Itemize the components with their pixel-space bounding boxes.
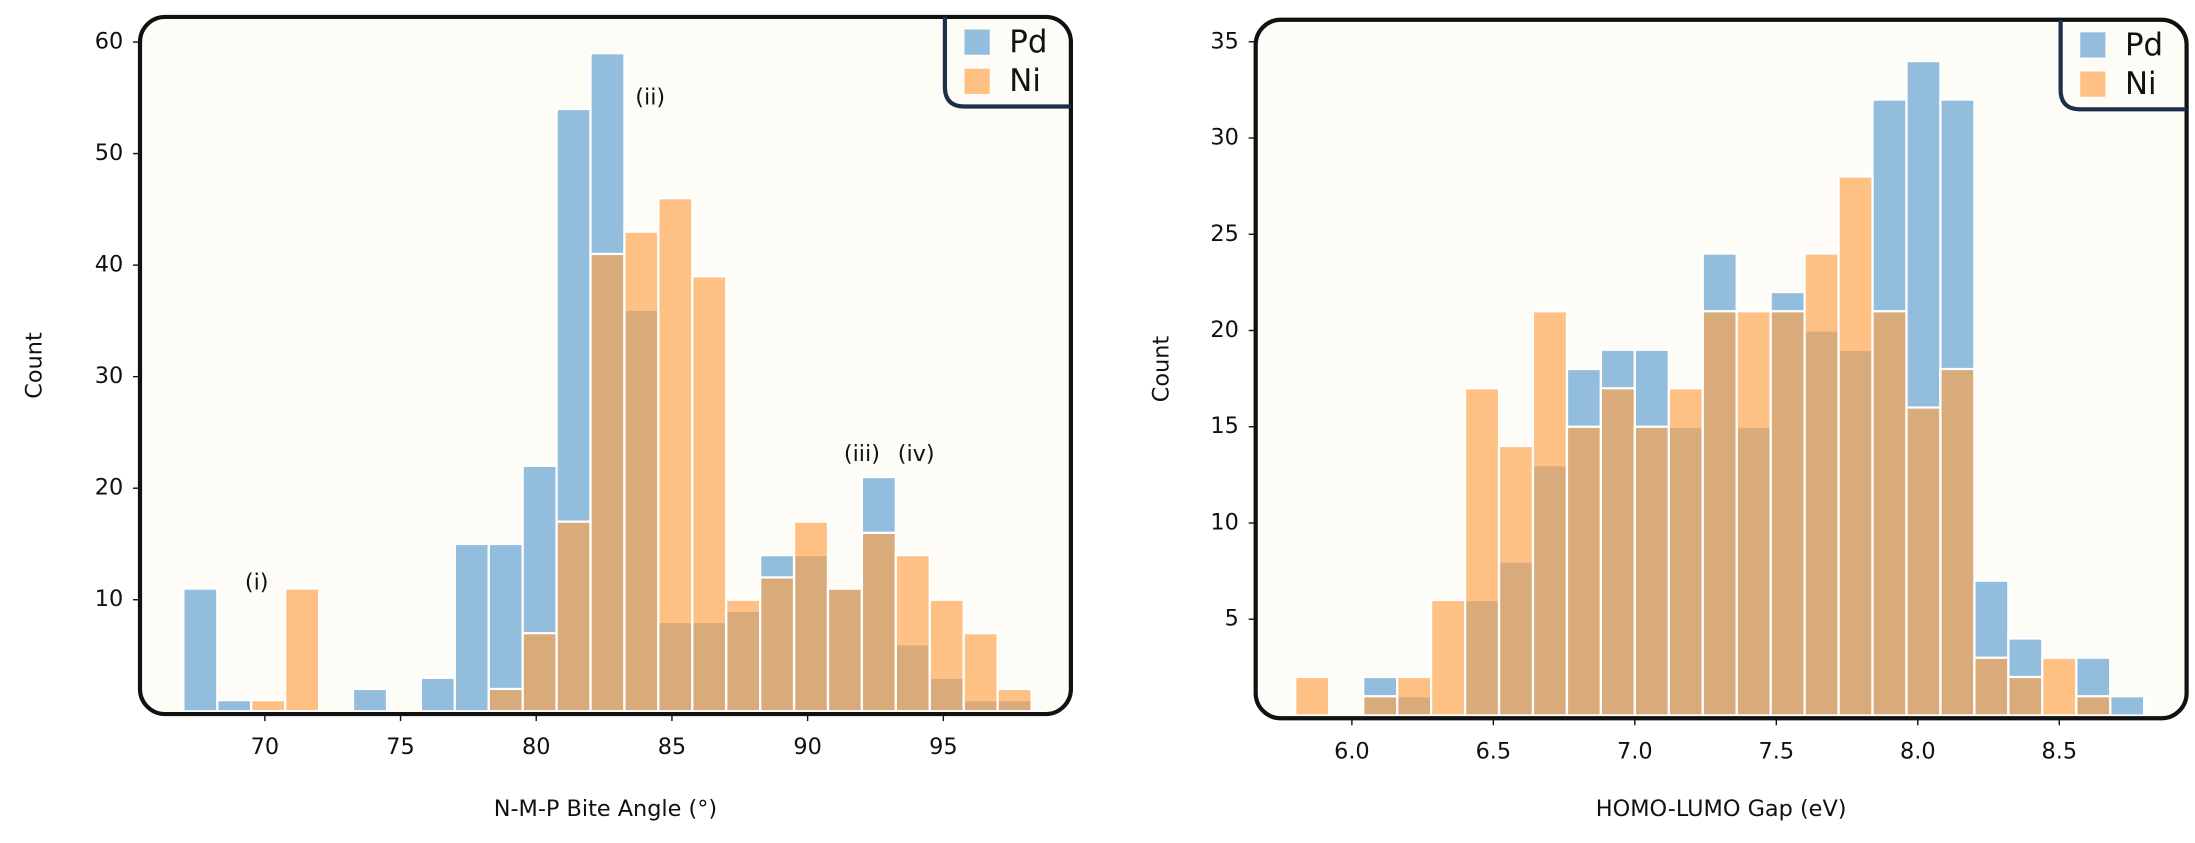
annotation: (ii)	[635, 84, 665, 110]
x-axis-label: N-M-P Bite Angle (°)	[494, 796, 717, 822]
y-tick-label: 30	[1210, 125, 1238, 151]
bar	[657, 197, 694, 713]
legend-swatch	[964, 29, 990, 55]
y-tick-label: 5	[1225, 606, 1239, 632]
annotation: (iv)	[898, 441, 935, 467]
legend-label: Ni	[2125, 66, 2157, 102]
x-tick-label: 6.0	[1334, 738, 1370, 764]
x-tick-label: 95	[929, 734, 957, 760]
bar	[962, 632, 999, 713]
x-axis-label: HOMO-LUMO Gap (eV)	[1596, 796, 1847, 822]
legend-label: Pd	[2125, 27, 2163, 63]
bar	[1769, 310, 1806, 717]
x-tick-label: 85	[658, 734, 686, 760]
bar	[1973, 656, 2010, 717]
legend-label: Pd	[1009, 24, 1047, 60]
y-tick-label: 10	[95, 586, 123, 612]
plot-frame	[137, 14, 1074, 717]
bar	[419, 676, 456, 713]
y-tick-label: 40	[95, 252, 123, 278]
bar	[792, 520, 830, 713]
legend-swatch	[2080, 71, 2106, 97]
bar	[2109, 695, 2146, 717]
bar	[1294, 675, 1331, 717]
bar	[1701, 310, 1738, 717]
x-tick-label: 6.5	[1476, 738, 1512, 764]
x-tick-label: 7.0	[1617, 738, 1653, 764]
bar	[928, 598, 965, 713]
y-tick-label: 35	[1210, 28, 1238, 54]
x-tick-label: 70	[251, 734, 279, 760]
x-tick-label: 8.0	[1900, 738, 1936, 764]
y-tick-label: 25	[1210, 221, 1238, 247]
bar	[1803, 252, 1840, 717]
legend-swatch	[964, 68, 990, 94]
bar	[1497, 444, 1535, 717]
bar	[487, 687, 524, 713]
bars	[182, 52, 1033, 713]
bar	[1735, 310, 1772, 717]
x-tick-label: 80	[522, 734, 550, 760]
bar	[1429, 598, 1467, 717]
x-tick-label: 75	[386, 734, 414, 760]
bar	[1871, 310, 1908, 717]
bar	[555, 520, 592, 713]
bar	[1939, 367, 1976, 717]
bar	[996, 687, 1033, 713]
bar	[725, 598, 762, 713]
bar	[1396, 675, 1433, 717]
bar	[250, 698, 287, 713]
y-axis-label: Count	[1148, 336, 1174, 403]
y-tick-label: 20	[1210, 317, 1238, 343]
annotation: (iii)	[844, 441, 880, 467]
y-tick-label: 30	[95, 363, 123, 389]
bar	[182, 587, 219, 713]
bar	[453, 542, 490, 713]
bar	[216, 698, 253, 713]
bar	[1599, 387, 1636, 717]
legend-swatch	[2080, 32, 2106, 58]
bar	[1905, 406, 1942, 717]
bar	[1667, 387, 1704, 717]
bar	[759, 576, 796, 713]
x-tick-label: 8.5	[2041, 738, 2077, 764]
bar	[826, 587, 864, 713]
y-tick-label: 50	[95, 140, 123, 166]
bar	[2041, 656, 2078, 717]
bar	[521, 632, 558, 713]
legend-label: Ni	[1009, 63, 1041, 99]
y-axis-label: Count	[21, 332, 47, 399]
bar	[623, 230, 660, 713]
bar	[1531, 310, 1569, 717]
bar	[1565, 425, 1603, 717]
bar	[1463, 387, 1501, 717]
y-tick-label: 10	[1210, 509, 1238, 535]
bars	[1294, 59, 2146, 717]
y-tick-label: 20	[95, 475, 123, 501]
bar	[894, 554, 931, 713]
bar	[351, 687, 389, 713]
y-tick-label: 60	[95, 29, 123, 55]
y-tick-label: 15	[1210, 413, 1238, 439]
plot-frame	[1253, 17, 2189, 721]
bar	[2007, 675, 2044, 717]
legend-frame	[942, 16, 1071, 109]
bar	[691, 275, 728, 713]
x-tick-label: 90	[793, 734, 821, 760]
bar	[1362, 695, 1399, 717]
bar	[2075, 695, 2112, 717]
bar	[589, 252, 626, 713]
bar	[1633, 425, 1670, 717]
annotation: (i)	[245, 570, 269, 596]
bar	[860, 531, 897, 713]
x-tick-label: 7.5	[1759, 738, 1795, 764]
bar	[487, 542, 524, 713]
bar	[284, 587, 321, 713]
legend-frame	[2058, 19, 2187, 112]
bar	[1837, 175, 1874, 717]
